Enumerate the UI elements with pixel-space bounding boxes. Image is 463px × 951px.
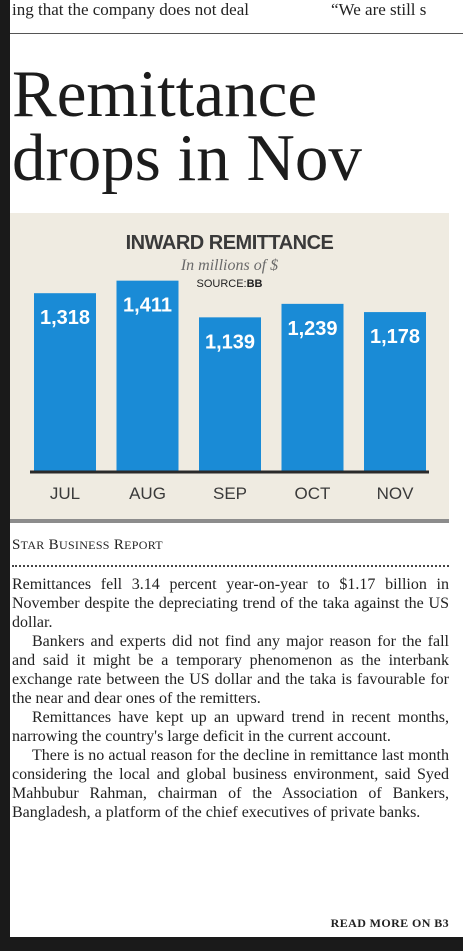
category-label: OCT (295, 484, 331, 503)
byline-rest-3: eport (124, 538, 163, 552)
previous-article-text-left: ing that the company does not deal (12, 0, 249, 19)
chart-plot: 1,318 JUL 1,411 AUG 1,139 SEP 1,239 OCT 1,178 NOV (30, 280, 429, 503)
previous-article-text-right: “We are still s (331, 0, 427, 19)
byline: Star Business Report (12, 537, 163, 554)
headline-line-1: Remittance (12, 57, 318, 131)
bar-jul (34, 293, 96, 471)
article-paragraph: There is no actual reason for the declin… (12, 747, 449, 821)
read-more-link[interactable]: READ MORE ON B3 (330, 916, 449, 930)
category-label: NOV (377, 484, 415, 503)
category-label: SEP (213, 484, 247, 503)
article-paragraph: Remittances fell 3.14 percent year-on-ye… (12, 576, 449, 631)
article-paragraph: Bankers and experts did not find any maj… (12, 633, 449, 707)
bar-value-label: 1,411 (123, 295, 172, 317)
byline-rest-2: usiness (58, 538, 110, 552)
bar-nov (364, 312, 426, 471)
article-body: Remittances fell 3.14 percent year-on-ye… (12, 575, 449, 822)
chart-source-label: SOURCE: (196, 278, 247, 290)
chart-title: INWARD REMITTANCE (125, 232, 334, 254)
chart-subtitle: In millions of $ (180, 257, 279, 274)
bar-sep (199, 317, 261, 471)
bar-value-label: 1,239 (287, 318, 337, 340)
byline-initial-2: B (48, 537, 59, 553)
headline: Remittance drops in Nov (12, 61, 362, 192)
byline-rest-1: tar (20, 538, 45, 552)
bar-value-label: 1,139 (205, 331, 255, 353)
remittance-chart: INWARD REMITTANCE In millions of $ SOURC… (10, 213, 449, 523)
bar-value-label: 1,318 (40, 307, 90, 329)
category-label: AUG (129, 484, 166, 503)
article-paragraph: Remittances have kept up an upward trend… (12, 709, 449, 745)
chart-source: SOURCE:BB (10, 278, 449, 290)
chart-source-value: BB (246, 278, 263, 290)
category-label: JUL (50, 484, 80, 503)
headline-line-2: drops in Nov (12, 121, 362, 195)
previous-article-strip: ing that the company does not deal “We a… (10, 0, 463, 34)
bar-value-label: 1,178 (370, 326, 420, 348)
byline-initial-3: R (113, 537, 125, 553)
bar-oct (281, 303, 344, 471)
bar-aug (116, 280, 179, 471)
byline-initial-1: S (12, 537, 21, 553)
dotted-divider (12, 565, 449, 567)
newspaper-page: ing that the company does not deal “We a… (10, 0, 463, 937)
